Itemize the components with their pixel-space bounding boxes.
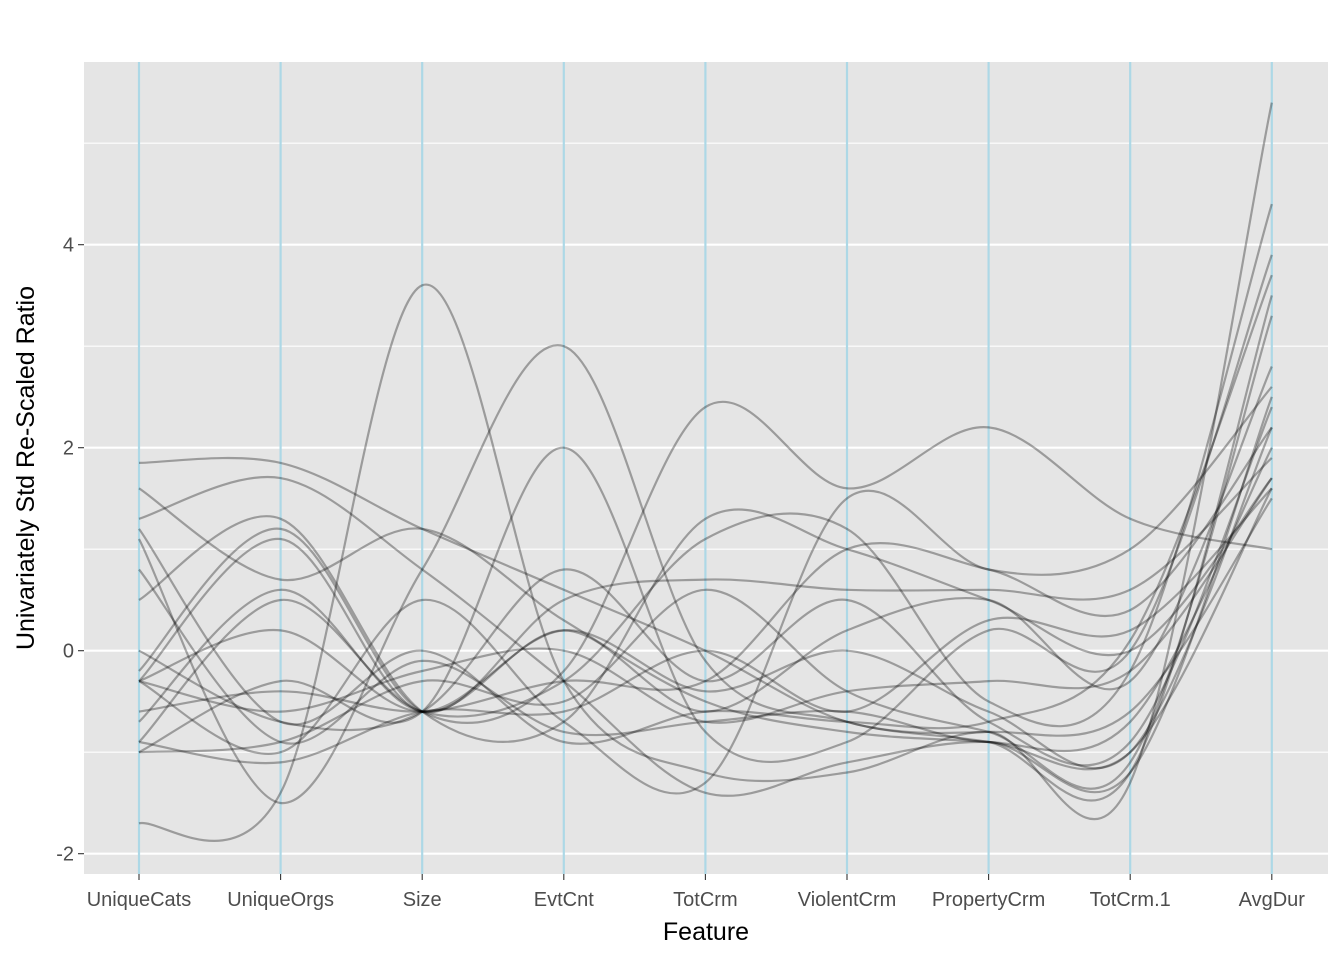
y-tick-labels: -2 0 2 4	[56, 235, 84, 866]
x-tick-label: EvtCnt	[534, 889, 594, 911]
series-line-10	[138, 102, 1273, 842]
y-tick-label: 4	[63, 235, 74, 257]
series-line-15	[138, 487, 1273, 765]
x-tick-labels: UniqueCats UniqueOrgs Size EvtCnt TotCrm Viol…	[87, 874, 1306, 911]
series-line-3	[138, 396, 1273, 797]
series-line-20	[138, 477, 1273, 724]
series-lines	[138, 102, 1273, 842]
x-tick-label: PropertyCrm	[932, 889, 1045, 911]
series-line-2	[138, 487, 1273, 771]
series-line-1	[138, 456, 1273, 737]
y-tick-label: 2	[63, 438, 74, 460]
x-tick-label: TotCrm.1	[1090, 889, 1171, 911]
series-line-9	[138, 254, 1273, 763]
y-axis-title: Univariately Std Re-Scaled Ratio	[12, 286, 40, 650]
series-line-18	[138, 274, 1273, 745]
x-tick-label: AvgDur	[1239, 889, 1306, 911]
x-tick-label: UniqueCats	[87, 889, 192, 911]
series-line-13	[138, 406, 1273, 767]
series-line-14	[138, 426, 1273, 713]
y-tick-label: -2	[56, 844, 74, 866]
x-tick-label: UniqueOrgs	[227, 889, 334, 911]
series-line-16	[138, 315, 1273, 790]
feature-axis-lines	[137, 62, 1273, 874]
series-line-4	[138, 477, 1273, 743]
series-line-5	[138, 400, 1273, 724]
x-tick-label: TotCrm	[673, 889, 737, 911]
series-line-11	[138, 295, 1273, 805]
x-tick-label: Size	[403, 889, 442, 911]
x-tick-label: ViolentCrm	[798, 889, 897, 911]
series-line-7	[138, 366, 1273, 723]
series-line-19	[138, 426, 1273, 770]
series-line-6	[138, 457, 1273, 714]
series-line-12	[138, 386, 1273, 795]
y-tick-label: 0	[63, 641, 74, 663]
series-line-8	[138, 203, 1273, 743]
x-axis-title: Feature	[663, 918, 749, 946]
series-line-17	[138, 447, 1273, 753]
